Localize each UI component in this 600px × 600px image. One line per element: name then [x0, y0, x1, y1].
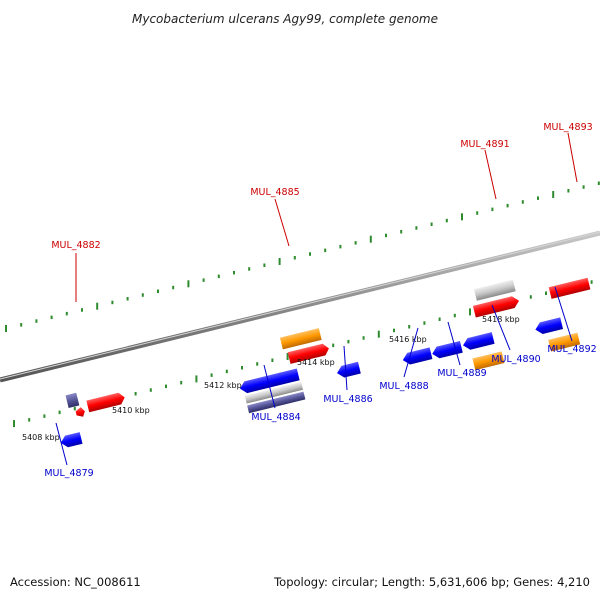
gene-label-mul-4879[interactable]: MUL_4879 [44, 468, 93, 479]
gene-label-mul-4882[interactable]: MUL_4882 [51, 240, 100, 251]
forward-gene-labels: MUL_4882 MUL_4885 MUL_4891 MUL_4893 [51, 122, 593, 302]
scale-label: 5408 kbp [22, 433, 60, 442]
gene-arrow-forward-mul-4882[interactable] [86, 392, 126, 413]
accession-text: Accession: NC_008611 [10, 575, 141, 589]
gene-label-mul-4889[interactable]: MUL_4889 [437, 368, 486, 379]
gene-label-mul-4884[interactable]: MUL_4884 [251, 412, 300, 423]
gene-arrow-forward-mul-4891[interactable] [472, 295, 521, 318]
gene-label-mul-4890[interactable]: MUL_4890 [491, 354, 540, 365]
scale-label: 5416 kbp [389, 335, 427, 344]
gene-label-mul-4885[interactable]: MUL_4885 [250, 187, 299, 198]
gene-arrow-reverse-mul-4886[interactable] [336, 361, 361, 379]
scale-label: 5410 kbp [112, 406, 150, 415]
gene-label-mul-4892[interactable]: MUL_4892 [547, 344, 596, 355]
gene-label-mul-4886[interactable]: MUL_4886 [323, 394, 372, 405]
feature-orange[interactable] [548, 332, 581, 352]
feature-gray[interactable] [244, 381, 304, 404]
gene-label-mul-4891[interactable]: MUL_4891 [460, 139, 509, 150]
scale-label: 5418 kbp [482, 315, 520, 324]
feature-purple[interactable] [65, 392, 80, 409]
feature-gray[interactable] [473, 279, 516, 301]
gene-label-mul-4888[interactable]: MUL_4888 [379, 381, 428, 392]
gene-arrow-forward-mul-4893[interactable] [548, 277, 591, 299]
scale-label: 5414 kbp [297, 358, 335, 367]
feature-layer [59, 277, 591, 449]
gene-arrow-forward-mul-4885[interactable] [287, 343, 331, 364]
gene-arrow-reverse-mul-4890[interactable] [462, 332, 495, 351]
scale-label: 5412 kbp [204, 381, 242, 390]
gene-arrow-reverse-mul-4892[interactable] [534, 317, 564, 335]
gene-arrow-reverse-mul-4888[interactable] [401, 347, 433, 366]
scale-labels: 5408 kbp 5410 kbp 5412 kbp 5414 kbp 5416… [22, 315, 520, 442]
reverse-gene-labels: MUL_4879 MUL_4884 MUL_4886 MUL_4888 MUL_… [44, 286, 597, 479]
genome-backbone [0, 230, 600, 383]
gene-arrow-forward[interactable] [75, 406, 86, 418]
map-title: Mycobacterium ulcerans Agy99, complete g… [132, 12, 438, 26]
gene-arrow-reverse-mul-4884[interactable] [239, 368, 300, 395]
gene-arrow-reverse-mul-4889[interactable] [431, 340, 463, 360]
genome-summary-text: Topology: circular; Length: 5,631,606 bp… [273, 575, 590, 589]
feature-orange[interactable] [279, 328, 322, 350]
feature-purple[interactable] [247, 391, 306, 414]
gene-label-mul-4893[interactable]: MUL_4893 [543, 122, 592, 133]
feature-orange[interactable] [472, 351, 505, 371]
gene-arrow-reverse-mul-4879[interactable] [59, 432, 83, 449]
